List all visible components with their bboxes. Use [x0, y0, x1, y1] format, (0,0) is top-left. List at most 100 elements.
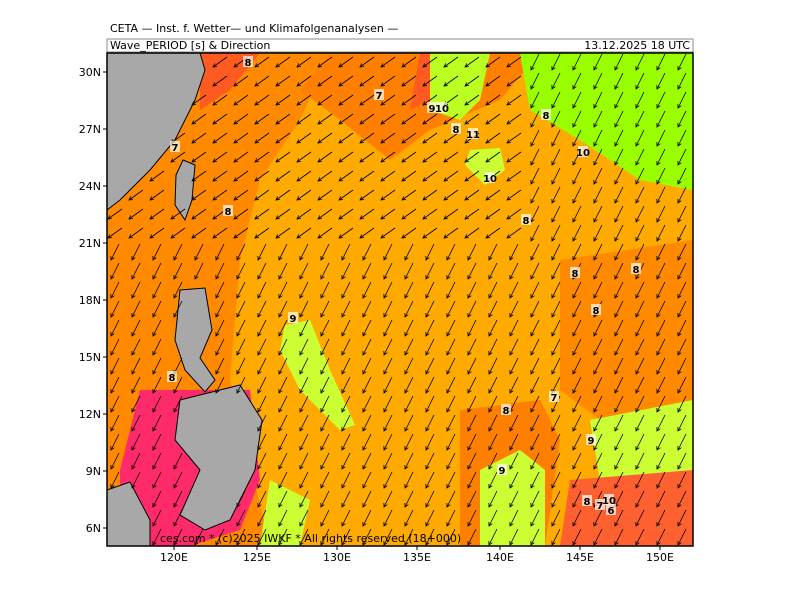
arrow: [677, 72, 687, 90]
arrow: [215, 262, 225, 280]
arrow: [341, 414, 351, 432]
arrow: [467, 300, 477, 318]
arrow: [677, 509, 687, 527]
arrow: [131, 471, 141, 489]
arrow: [299, 281, 309, 299]
arrow: [173, 243, 183, 261]
arrow: [446, 300, 456, 318]
arrow: [320, 262, 330, 280]
contour-label: 8: [593, 306, 600, 317]
arrow: [299, 414, 309, 432]
arrow: [530, 490, 540, 508]
arrow: [443, 227, 459, 239]
field-lime: [280, 320, 355, 430]
arrow: [425, 452, 435, 470]
arrow: [341, 338, 351, 356]
arrow: [362, 490, 372, 508]
arrow: [635, 148, 645, 166]
header-title: CETA — Inst. f. Wetter— und Klimafolgena…: [110, 22, 398, 35]
arrow: [320, 433, 330, 451]
arrow: [635, 281, 645, 299]
contour-label-bg: [591, 304, 601, 315]
contour-label: 10: [576, 148, 590, 159]
contour-label-bg: [170, 141, 180, 152]
arrow: [488, 281, 498, 299]
arrow: [614, 167, 624, 185]
arrow: [467, 357, 477, 375]
arrow: [656, 338, 666, 356]
field-lime: [590, 400, 693, 480]
arrow: [320, 281, 330, 299]
arrow: [383, 395, 393, 413]
arrow: [593, 262, 603, 280]
arrow: [635, 91, 645, 109]
arrow: [257, 433, 267, 451]
contour-label: 6: [608, 506, 615, 517]
arrow: [467, 471, 477, 489]
arrow: [551, 452, 561, 470]
arrow: [128, 189, 144, 201]
arrow: [488, 433, 498, 451]
arrow: [464, 151, 480, 163]
arrow: [191, 227, 207, 239]
arrow: [614, 300, 624, 318]
arrow: [404, 395, 414, 413]
arrow: [572, 167, 582, 185]
arrow: [677, 433, 687, 451]
arrow: [656, 490, 666, 508]
contour-label-bg: [631, 263, 641, 274]
arrow: [401, 75, 417, 87]
arrow: [236, 300, 246, 318]
arrow: [254, 132, 270, 144]
arrow: [278, 490, 288, 508]
arrow: [194, 243, 204, 261]
arrow: [614, 338, 624, 356]
arrow: [299, 528, 309, 546]
arrow: [572, 319, 582, 337]
arrow: [551, 300, 561, 318]
lat-label: 15N: [79, 351, 101, 364]
arrow: [338, 151, 354, 163]
arrow: [191, 132, 207, 144]
arrow: [320, 376, 330, 394]
arrow: [530, 433, 540, 451]
arrow: [236, 528, 246, 546]
arrow: [110, 452, 120, 470]
arrow: [257, 395, 267, 413]
arrow: [170, 227, 186, 239]
arrow: [152, 414, 162, 432]
arrow: [212, 189, 228, 201]
arrow: [593, 110, 603, 128]
arrow: [401, 113, 417, 125]
arrow: [635, 338, 645, 356]
arrow: [254, 227, 270, 239]
arrow: [152, 395, 162, 413]
arrow: [362, 281, 372, 299]
contour-label: 11: [466, 130, 480, 141]
arrow: [317, 113, 333, 125]
arrow: [614, 53, 624, 71]
arrow: [299, 243, 309, 261]
arrow: [320, 471, 330, 489]
arrow: [341, 243, 351, 261]
contour-label: 10: [483, 174, 497, 185]
arrow: [635, 243, 645, 261]
arrow: [509, 338, 519, 356]
arrow: [530, 376, 540, 394]
arrow: [383, 262, 393, 280]
header-subtitle: Wave_PERIOD [s] & Direction: [110, 39, 270, 52]
arrow: [275, 208, 291, 220]
arrow: [362, 452, 372, 470]
arrow: [149, 170, 165, 182]
arrow: [530, 262, 540, 280]
lon-label: 125E: [243, 551, 271, 564]
arrow: [656, 319, 666, 337]
arrow: [593, 357, 603, 375]
arrow: [485, 113, 501, 125]
arrow: [275, 56, 291, 68]
arrow: [233, 94, 249, 106]
arrow: [236, 376, 246, 394]
arrow: [506, 208, 522, 220]
arrow: [593, 433, 603, 451]
arrow: [614, 395, 624, 413]
